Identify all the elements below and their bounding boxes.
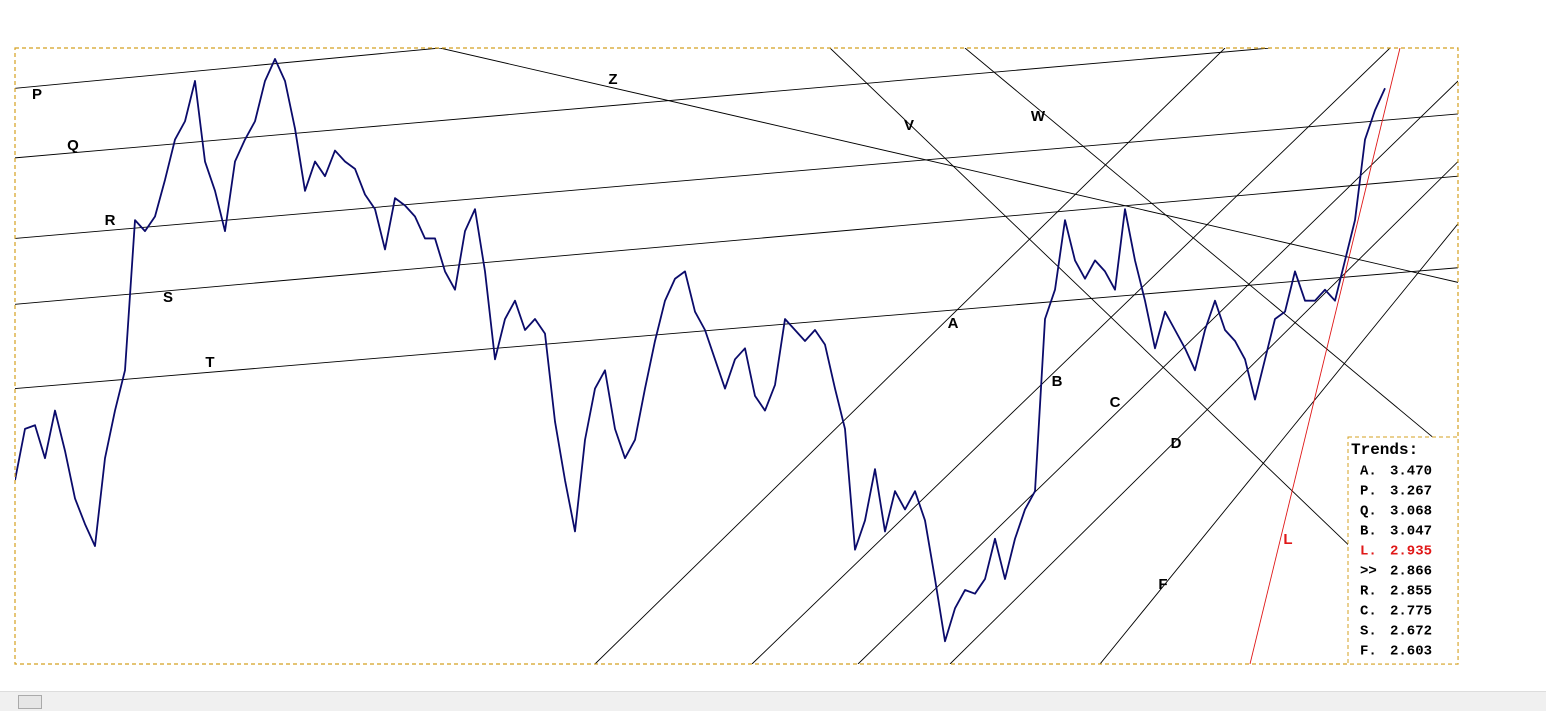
plot-border [14,47,1459,665]
trendline [15,48,1271,159]
trendline-label: W [1031,108,1046,125]
trendline [439,48,1458,283]
trend-value: 3.470 [1390,464,1432,480]
trends-box-title: Trends: [1351,441,1418,459]
trendline [15,48,441,89]
trendline [964,48,1458,459]
trendline-label: D [1171,435,1182,452]
trend-key: C. [1360,604,1377,620]
trend-key: B. [1360,524,1377,540]
price-layer [15,58,1386,643]
trend-key: >> [1360,564,1377,580]
trendline-label: R [105,212,116,229]
trend-key: A. [1360,464,1377,480]
trend-key: R. [1360,584,1377,600]
chart: P Q R S T Z V W A B C D F L Trends: A. 3.470 P. 3.267 Q. 3.… [14,47,1459,665]
trendline [15,175,1458,305]
trendline [751,48,1391,664]
trend-key: L. [1360,544,1377,560]
trendline [829,48,1366,562]
trendline-label: Q [67,137,79,154]
trend-value: 2.855 [1390,584,1432,600]
trendline-label: T [205,354,214,371]
trendline [949,161,1458,664]
trendline [1249,48,1401,664]
trendline-layer [15,48,1458,664]
trend-key: F. [1360,644,1377,660]
trendline-label: F [1158,576,1167,593]
trendline [15,267,1458,390]
trendline-label: L [1283,531,1292,548]
trendline [1099,223,1458,664]
price-line [15,58,1386,643]
trend-value: 2.672 [1390,624,1432,640]
trends-box: Trends: A. 3.470 P. 3.267 Q. 3.068 B. 3.047 L. 2.9… [1347,436,1459,665]
trendline-label: V [904,117,914,134]
trends-box-frame [1347,436,1459,665]
trendline [594,48,1226,664]
trend-value: 2.775 [1390,604,1432,620]
trend-key: S. [1360,624,1377,640]
trendline [857,80,1458,664]
trendline-label: Z [608,71,617,88]
trend-key: Q. [1360,504,1377,520]
scrollbar[interactable] [0,691,1546,711]
trend-value: 3.047 [1390,524,1432,540]
trend-value: 2.935 [1390,544,1432,560]
trend-value: 3.267 [1390,484,1432,500]
trendline-label: S [163,289,173,306]
trend-value: 2.866 [1390,564,1432,580]
scroll-thumb[interactable] [18,695,42,709]
trendline-label: B [1052,373,1063,390]
label-layer: P Q R S T Z V W A B C D F L [32,71,1293,593]
trendline-label: P [32,86,42,103]
trendline-label: C [1110,394,1121,411]
trend-value: 2.603 [1390,644,1432,660]
trendline-label: A [948,315,959,332]
trendline [15,113,1458,239]
trend-key: P. [1360,484,1377,500]
trend-value: 3.068 [1390,504,1432,520]
